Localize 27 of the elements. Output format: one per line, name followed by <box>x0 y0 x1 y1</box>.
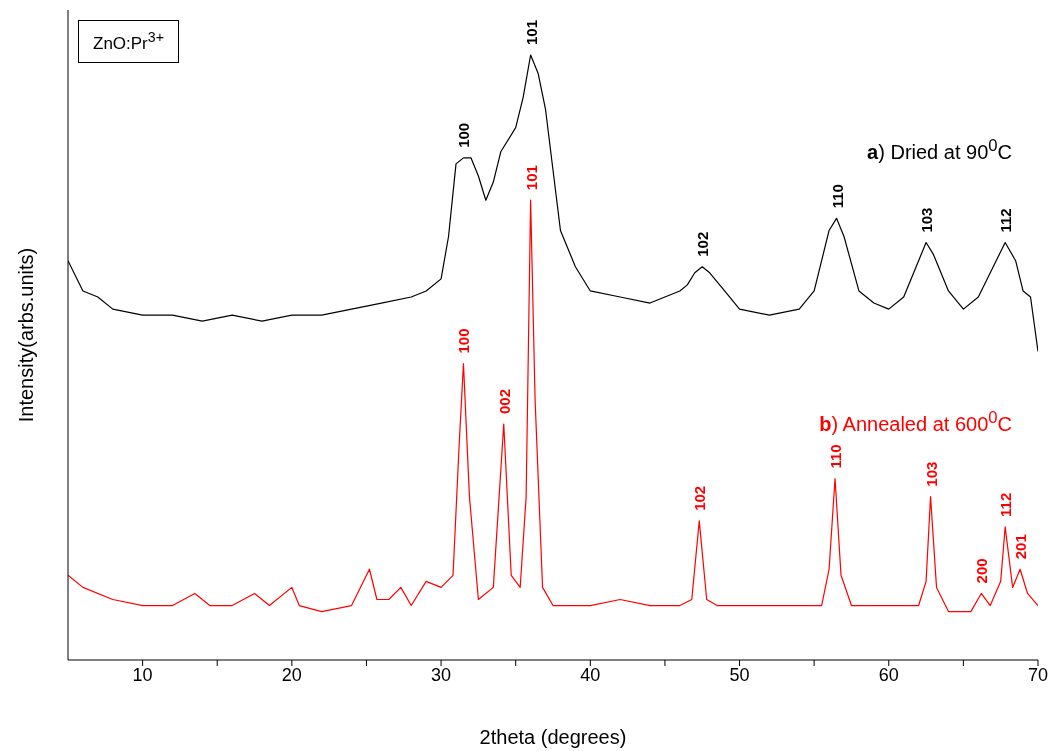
x-tick-label: 60 <box>878 664 899 685</box>
x-tick-label: 40 <box>580 664 601 685</box>
x-tick-label: 70 <box>1027 664 1049 685</box>
annotation: 200 <box>973 558 991 584</box>
x-axis-title: 2theta (degrees) <box>479 726 627 748</box>
annotation: 103 <box>922 461 940 487</box>
annotation: 110 <box>828 184 846 209</box>
annotation: 100 <box>455 328 473 354</box>
annotation: 002 <box>495 389 513 415</box>
annotation: 101 <box>522 165 540 191</box>
x-tick-label: 20 <box>281 664 302 685</box>
text: a) Dried at 90$^{0}$C <box>867 136 1012 163</box>
annotation: 103 <box>918 207 936 233</box>
annotation: 112 <box>997 492 1015 517</box>
annotation: 101 <box>522 19 540 45</box>
annotation: 110 <box>827 444 845 469</box>
x-tick-label: 30 <box>431 664 452 685</box>
x-tick-label: 50 <box>729 664 750 685</box>
annotation: 201 <box>1012 534 1030 560</box>
annotation: 102 <box>694 231 712 257</box>
annotation: 102 <box>691 485 709 511</box>
x-tick-label: 10 <box>132 664 153 685</box>
text: b) Annealed at 600$^{0}$C <box>819 408 1012 435</box>
annotation: 112 <box>997 208 1015 233</box>
annotation: 100 <box>455 122 473 148</box>
y-axis-title: Intensity(arbs.units) <box>15 247 38 423</box>
text: ZnO:Pr$^{3+}$ <box>78 20 179 63</box>
